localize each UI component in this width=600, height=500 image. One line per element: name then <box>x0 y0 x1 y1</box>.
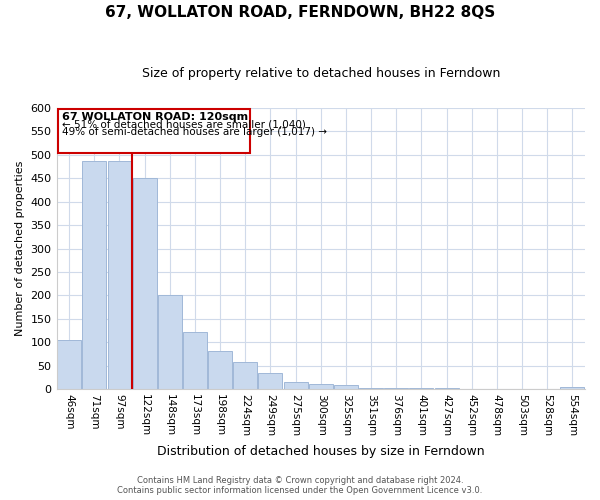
Bar <box>208 351 232 389</box>
Text: Contains HM Land Registry data © Crown copyright and database right 2024.
Contai: Contains HM Land Registry data © Crown c… <box>118 476 482 495</box>
Text: 67, WOLLATON ROAD, FERNDOWN, BH22 8QS: 67, WOLLATON ROAD, FERNDOWN, BH22 8QS <box>105 5 495 20</box>
Bar <box>385 388 408 389</box>
Bar <box>82 161 106 389</box>
Text: 49% of semi-detached houses are larger (1,017) →: 49% of semi-detached houses are larger (… <box>62 127 326 137</box>
Title: Size of property relative to detached houses in Ferndown: Size of property relative to detached ho… <box>142 68 500 80</box>
Bar <box>560 387 584 389</box>
Bar <box>259 373 283 389</box>
Bar <box>409 388 433 389</box>
Text: ← 51% of detached houses are smaller (1,040): ← 51% of detached houses are smaller (1,… <box>62 120 305 130</box>
Bar <box>359 388 383 389</box>
Text: 67 WOLLATON ROAD: 120sqm: 67 WOLLATON ROAD: 120sqm <box>62 112 248 122</box>
Bar <box>107 161 131 389</box>
Bar <box>309 384 333 389</box>
Bar <box>57 340 81 389</box>
Y-axis label: Number of detached properties: Number of detached properties <box>15 161 25 336</box>
Bar <box>284 382 308 389</box>
Bar <box>158 296 182 389</box>
Bar <box>183 332 207 389</box>
Bar <box>233 362 257 389</box>
Bar <box>133 178 157 389</box>
Bar <box>58 109 250 152</box>
Bar <box>434 388 458 389</box>
Bar <box>334 386 358 389</box>
X-axis label: Distribution of detached houses by size in Ferndown: Distribution of detached houses by size … <box>157 444 485 458</box>
